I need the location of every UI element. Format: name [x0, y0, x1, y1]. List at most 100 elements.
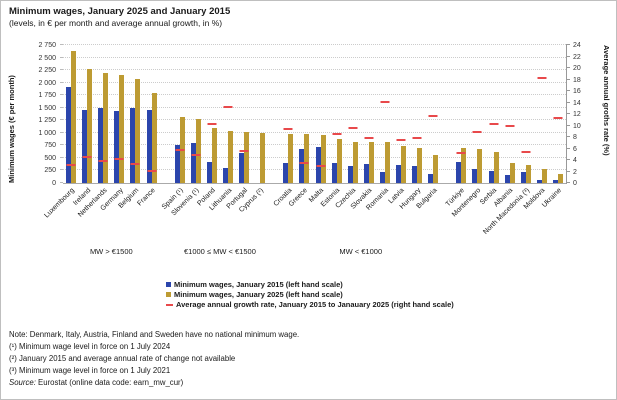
bar-mw-2025: [433, 155, 439, 183]
bar-mw-2025: [493, 151, 499, 183]
legend-swatch-mw_2025: [166, 292, 171, 297]
right-axis-tick-label: 10: [573, 122, 581, 130]
legend-label: Minimum wages, January 2025 (left hand s…: [174, 290, 343, 299]
bar-mw-2015: [536, 180, 542, 183]
gridline-2000: [63, 81, 566, 83]
legend-label: Minimum wages, January 2015 (left hand s…: [174, 280, 343, 289]
left-axis-tick-mark: [60, 44, 63, 45]
bar-pair: [552, 173, 563, 183]
left-axis-tick-label: 1 500: [38, 104, 56, 112]
right-axis-tick-label: 12: [573, 111, 581, 118]
bar-pair: [363, 142, 374, 183]
legend-label: Average annual growth rate, January 2015…: [176, 300, 454, 309]
country-slot: North Macedonia (³): [482, 45, 534, 236]
left-axis-title: Minimum wages (€ per month): [7, 75, 16, 183]
growth-rate-dash: [283, 128, 293, 130]
group-range-label: €1000 ≤ MW < €1500: [184, 247, 256, 256]
bar-pair: [283, 134, 294, 183]
gridline-2500: [63, 56, 566, 58]
bar-mw-2015: [396, 164, 402, 183]
bar-mw-2025: [87, 68, 93, 183]
left-axis-tick-mark: [60, 144, 63, 146]
growth-rate-dash: [299, 161, 309, 164]
x-axis-baseline: [63, 183, 566, 184]
country-slot: Slovenia (¹): [170, 45, 204, 217]
bar-mw-2015: [283, 163, 289, 183]
plot-area: 0 250 500 750 1 000 1 250 1 500 1 750 2 000 2 250…: [38, 42, 580, 256]
country-slot: Ukraine: [541, 45, 566, 209]
legend-item: Minimum wages, January 2015 (left hand s…: [166, 280, 454, 289]
country-slot: Poland: [196, 45, 220, 207]
bar-mw-2015: [315, 146, 321, 183]
bar-mw-2015: [114, 110, 120, 183]
right-axis-tick-label: 2: [573, 168, 577, 176]
gridline-2250: [63, 69, 566, 71]
group-range-label: MW > €1500: [89, 247, 133, 256]
bar-pair: [223, 130, 233, 183]
bar-mw-2025: [368, 142, 374, 183]
bar-mw-2015: [190, 143, 196, 183]
growth-rate-dash: [114, 158, 124, 161]
growth-rate-dash: [472, 131, 482, 134]
country-group-1: Luxembourg Ireland Netherlands Germany Belgi…: [44, 45, 160, 256]
bar-mw-2015: [412, 166, 418, 183]
left-axis-tick-label: 1 750: [38, 92, 56, 100]
bar-mw-2015: [504, 175, 510, 183]
country-slot: Malta: [308, 45, 328, 204]
country-slot: Czechia: [335, 45, 361, 210]
left-axis-tick-mark: [60, 119, 63, 121]
bar-pair: [315, 134, 326, 183]
country-slot: Serbia: [479, 45, 502, 206]
right-axis-tick-label: 8: [573, 134, 577, 141]
bar-mw-2025: [135, 79, 141, 183]
gridline-1750: [63, 94, 566, 96]
gridline-250: [63, 169, 566, 171]
legend-swatch-mw_2015: [166, 282, 171, 287]
bar-pair: [536, 168, 547, 183]
bar-mw-2025: [260, 132, 266, 183]
left-axis-tick-label: 1 250: [38, 117, 56, 125]
bar-pair: [520, 164, 531, 183]
left-axis-tick-label: 250: [44, 167, 56, 175]
bar-pair: [82, 68, 93, 183]
right-axis-tick-mark: [566, 182, 570, 183]
left-axis-tick-mark: [60, 69, 63, 71]
left-axis-tick-mark: [60, 156, 63, 158]
left-axis-tick-label: 2 250: [38, 67, 56, 75]
growth-rate-dash: [316, 165, 326, 168]
bar-pair: [396, 145, 407, 183]
growth-rate-dash: [412, 137, 422, 140]
bar-mw-2025: [541, 168, 547, 183]
country-slot: Montenegro: [451, 45, 485, 218]
bar-mw-2025: [509, 162, 515, 183]
gridline-1000: [63, 131, 566, 133]
left-axis-tick-label: 750: [44, 142, 56, 150]
legend-item: Average annual growth rate, January 2015…: [166, 300, 454, 309]
source-label: Source:: [9, 378, 36, 387]
bar-mw-2025: [384, 142, 390, 183]
right-axis-tick-mark: [566, 90, 570, 91]
right-axis-tick-label: 20: [573, 65, 581, 72]
bar-mw-2015: [66, 86, 72, 183]
growth-rate-dash: [521, 150, 531, 153]
bar-pair: [456, 147, 467, 183]
left-axis-tick-mark: [60, 94, 63, 96]
left-axis-tick-mark: [60, 81, 63, 83]
gridline-750: [63, 144, 566, 146]
bar-pair: [255, 132, 266, 183]
country-slot: Estonia: [320, 45, 345, 208]
bar-pair: [146, 92, 157, 183]
gridline-1500: [63, 106, 566, 108]
left-axis-tick-label: 500: [44, 154, 56, 162]
bar-mw-2025: [417, 147, 423, 183]
bar-mw-2015: [428, 173, 434, 183]
bar-pair: [130, 79, 141, 183]
growth-rate-dash: [191, 153, 201, 156]
bar-mw-2025: [211, 128, 217, 183]
country-slot: Netherlands: [77, 45, 111, 219]
bar-pair: [114, 74, 125, 183]
bar-mw-2025: [352, 141, 358, 183]
right-axis-tick-mark: [566, 55, 570, 57]
bar-mw-2025: [244, 132, 250, 183]
source-line: Source: Eurostat (online data code: earn…: [9, 377, 299, 389]
